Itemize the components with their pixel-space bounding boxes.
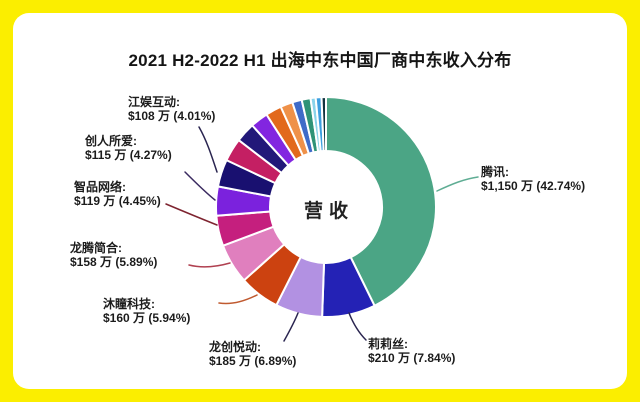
leader-line-longteng-jianhe	[188, 262, 231, 268]
callout-zhipin-wangluo-value: $119 万 (4.45%)	[74, 194, 161, 209]
callout-longchuang-yuedong: 龙创悦动: $185 万 (6.89%)	[209, 340, 296, 368]
callout-longchuang-yuedong-value: $185 万 (6.89%)	[209, 354, 297, 369]
leader-lines	[165, 126, 479, 342]
callout-tencent-name: 腾讯:	[481, 165, 509, 179]
callout-longteng-jianhe-name: 龙腾简合:	[70, 241, 122, 255]
leader-line-longchuang-yuedong	[283, 312, 299, 342]
callout-mutong-keji-value: $160 万 (5.94%)	[103, 311, 191, 326]
leader-line-lilith	[348, 312, 367, 341]
callout-zhipin-wangluo-name: 智品网络:	[74, 180, 126, 194]
callout-mutong-keji: 沐瞳科技: $160 万 (5.94%)	[103, 297, 190, 325]
donut-slices	[215, 95, 437, 318]
donut-center-label: 营收	[303, 201, 354, 222]
callout-chuangren-suoai: 创人所爱: $115 万 (4.27%)	[85, 134, 172, 162]
callout-zhipin-wangluo: 智品网络: $119 万 (4.45%)	[74, 180, 161, 208]
callout-chuangren-suoai-value: $115 万 (4.27%)	[85, 148, 172, 163]
callout-jiangyu-hudong-name: 江娱互动:	[128, 95, 180, 109]
callout-lilith: 莉莉丝: $210 万 (7.84%)	[368, 337, 455, 365]
callout-lilith-name: 莉莉丝:	[368, 337, 408, 351]
callout-longteng-jianhe-value: $158 万 (5.89%)	[70, 255, 158, 270]
leader-line-chuangren-suoai	[184, 171, 216, 201]
callout-longteng-jianhe: 龙腾简合: $158 万 (5.89%)	[70, 241, 157, 269]
infographic-card	[13, 13, 627, 389]
callout-longchuang-yuedong-name: 龙创悦动:	[209, 340, 261, 354]
leader-line-tencent	[436, 176, 479, 192]
leader-line-zhipin-wangluo	[165, 203, 218, 226]
callout-jiangyu-hudong-value: $108 万 (4.01%)	[128, 109, 216, 124]
chart-title: 2021 H2-2022 H1 出海中东中国厂商中东收入分布	[128, 51, 512, 70]
pie-slice-tencent	[325, 96, 437, 307]
leader-line-jiangyu-hudong	[198, 126, 218, 173]
callout-jiangyu-hudong: 江娱互动: $108 万 (4.01%)	[128, 95, 215, 123]
leader-line-mutong-keji	[218, 294, 258, 305]
pie-slice-other-10	[320, 95, 327, 153]
callout-chuangren-suoai-name: 创人所爱:	[85, 134, 137, 148]
callout-tencent-value: $1,150 万 (42.74%)	[481, 179, 586, 194]
callout-mutong-keji-name: 沐瞳科技:	[103, 297, 155, 311]
callout-lilith-value: $210 万 (7.84%)	[368, 351, 456, 366]
callout-tencent: 腾讯: $1,150 万 (42.74%)	[481, 165, 585, 193]
